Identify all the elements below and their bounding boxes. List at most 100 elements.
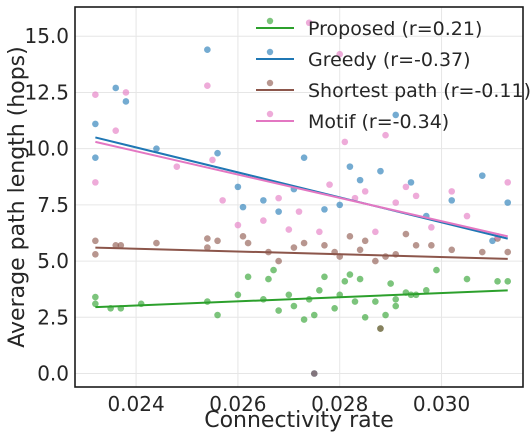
data-point <box>214 237 221 245</box>
legend-label: Motif (r=-0.34) <box>308 111 449 133</box>
y-axis-ticks: 0.0 2.5 5.0 7.5 10.0 12.5 15.0 <box>24 24 69 385</box>
trend-line <box>95 136 508 240</box>
data-point <box>428 242 435 249</box>
data-point <box>214 149 221 157</box>
trend-lines <box>95 136 508 309</box>
data-point <box>92 237 99 245</box>
data-point <box>305 19 313 27</box>
legend-marker <box>266 17 274 25</box>
data-point <box>387 280 394 287</box>
data-point <box>234 291 242 299</box>
data-point <box>316 287 323 294</box>
data-point <box>153 145 160 152</box>
data-point <box>422 287 430 294</box>
data-point <box>361 313 369 321</box>
data-point <box>204 244 211 251</box>
data-point <box>173 163 181 170</box>
data-point <box>214 311 221 319</box>
plot-frame <box>74 6 524 388</box>
y-tick-label: 5.0 <box>37 249 69 273</box>
data-point <box>204 235 211 242</box>
data-point <box>504 278 512 285</box>
y-tick-label: 7.5 <box>37 193 69 217</box>
data-point <box>316 228 323 236</box>
data-point <box>204 82 211 89</box>
data-point <box>407 179 415 186</box>
data-point <box>351 298 359 305</box>
data-point <box>377 167 384 175</box>
series-points <box>92 230 512 377</box>
data-point <box>392 111 400 119</box>
y-tick-label: 0.0 <box>37 362 69 386</box>
data-point <box>234 183 242 191</box>
data-point <box>310 370 318 377</box>
data-point <box>504 248 512 256</box>
data-point <box>117 242 125 249</box>
data-point <box>382 311 389 319</box>
data-point <box>239 203 247 211</box>
data-point <box>260 217 267 224</box>
data-point <box>448 188 456 195</box>
data-point <box>270 266 277 274</box>
data-point <box>92 179 99 186</box>
data-point <box>92 91 99 98</box>
data-point <box>112 84 120 92</box>
data-point <box>285 291 293 299</box>
data-points <box>92 19 512 377</box>
data-point <box>290 302 298 310</box>
data-point <box>392 302 400 310</box>
data-point <box>112 127 120 134</box>
data-point <box>448 197 456 204</box>
data-point <box>92 293 99 301</box>
trend-line <box>95 289 508 309</box>
data-point <box>295 208 303 215</box>
data-point <box>346 163 354 170</box>
data-point <box>285 226 293 233</box>
data-point <box>122 89 130 96</box>
data-point <box>92 154 99 161</box>
data-point <box>92 251 99 258</box>
data-point <box>321 242 328 249</box>
legend-marker <box>266 110 274 118</box>
data-point <box>377 325 384 332</box>
data-point <box>392 296 400 303</box>
data-point <box>112 242 120 249</box>
data-point <box>204 46 211 54</box>
data-point <box>321 273 328 281</box>
x-axis-ticks: 0.024 0.026 0.028 0.030 <box>107 392 470 416</box>
data-point <box>478 172 486 179</box>
data-point <box>300 154 308 161</box>
data-point <box>326 181 333 188</box>
trend-line <box>95 140 508 238</box>
data-point <box>463 212 471 220</box>
data-point <box>153 239 160 247</box>
data-point <box>372 298 379 305</box>
data-point <box>402 183 410 191</box>
y-tick-label: 2.5 <box>37 305 69 329</box>
series-points <box>92 19 512 240</box>
data-point <box>504 179 512 186</box>
data-point <box>92 300 99 308</box>
data-point <box>341 138 349 146</box>
data-point <box>310 311 318 319</box>
legend-label: Shortest path (r=-0.11) <box>308 80 531 102</box>
y-tick-label: 12.5 <box>24 80 69 104</box>
data-point <box>356 275 364 283</box>
legend: Proposed (r=0.21) Greedy (r=-0.37) Shortes… <box>256 17 531 133</box>
data-point <box>428 224 435 231</box>
x-tick-label: 0.030 <box>413 392 470 416</box>
y-tick-label: 15.0 <box>24 24 69 48</box>
data-point <box>382 253 389 260</box>
data-point <box>122 98 130 105</box>
data-point <box>392 199 400 206</box>
data-point <box>234 221 242 229</box>
data-point <box>275 257 282 265</box>
legend-label: Greedy (r=-0.37) <box>308 49 471 71</box>
data-point <box>402 230 410 238</box>
data-point <box>275 194 282 202</box>
data-point <box>372 257 379 265</box>
data-point <box>260 197 267 204</box>
data-point <box>92 120 99 128</box>
legend-marker <box>266 48 274 56</box>
